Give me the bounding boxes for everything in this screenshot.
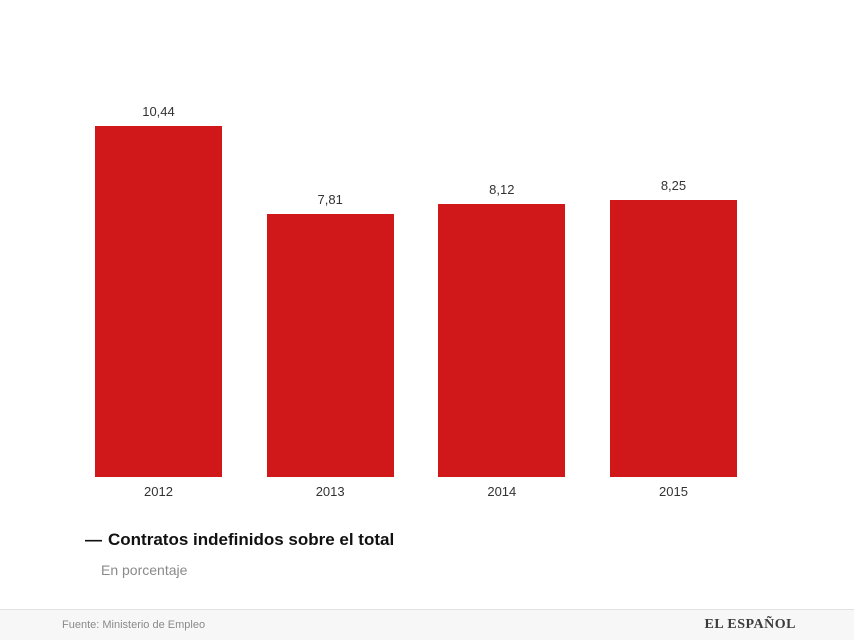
source-credit: Fuente: Ministerio de Empleo [62, 619, 206, 631]
bar-group: 8,25 [609, 178, 737, 477]
bar-group: 7,81 [266, 192, 394, 477]
x-tick-label: 2015 [659, 484, 688, 499]
x-tick-label: 2013 [315, 484, 345, 499]
chart-subtitle: En porcentaje [101, 562, 188, 578]
legend-entry: — Contratos indefinidos sobre el total [85, 530, 394, 550]
bar-chart-plot: 10,44 7,81 8,12 8,25 [95, 0, 737, 477]
value-label: 8,12 [489, 182, 515, 197]
value-label: 10,44 [142, 104, 175, 119]
bar [266, 214, 394, 477]
bar-group: 8,12 [438, 182, 566, 477]
bar-group: 10,44 [95, 104, 222, 477]
x-tick-label: 2014 [487, 484, 517, 499]
x-axis: 2012 2013 2014 2015 [95, 484, 737, 499]
footer-bar: Fuente: Ministerio de Empleo EL ESPAÑOL [0, 609, 854, 640]
value-label: 7,81 [317, 192, 343, 207]
legend-label: Contratos indefinidos sobre el total [108, 530, 395, 549]
bar [438, 204, 566, 477]
x-tick-label: 2012 [144, 484, 173, 499]
el-espanol-logo: EL ESPAÑOL [704, 617, 796, 632]
legend-marker: — [85, 530, 102, 549]
value-label: 8,25 [660, 178, 687, 193]
chart-caption: — Contratos indefinidos sobre el total En… [85, 530, 394, 578]
bar [95, 126, 222, 477]
bar [609, 200, 737, 477]
